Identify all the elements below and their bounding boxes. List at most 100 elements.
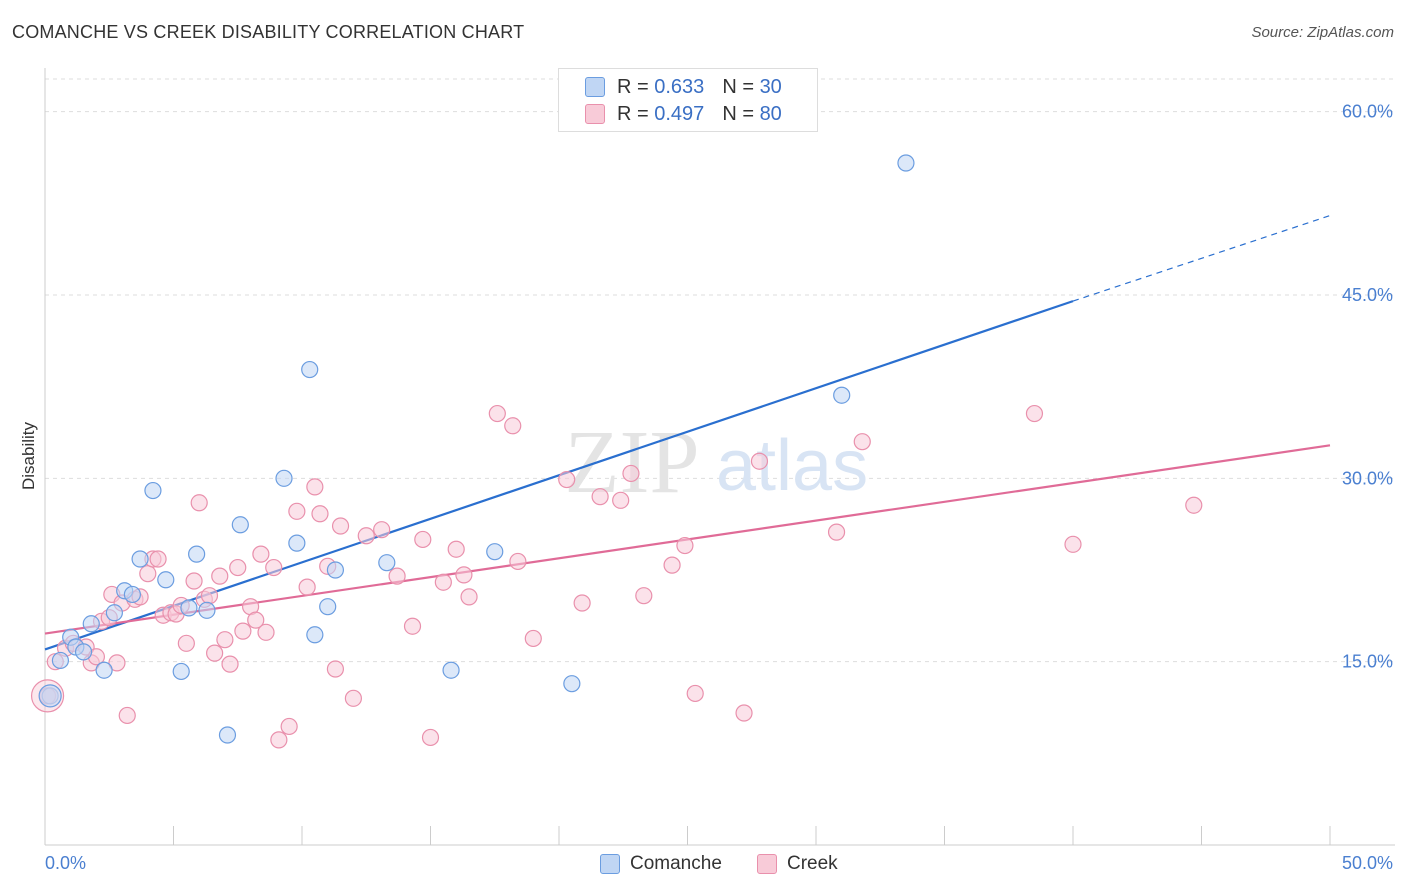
- comanche-swatch: [585, 77, 605, 97]
- creek-point: [686, 684, 704, 703]
- data-points: [30, 154, 1203, 749]
- creek-point: [108, 654, 126, 672]
- creek-point: [270, 731, 288, 749]
- creek-point: [1025, 404, 1044, 423]
- legend-n-value: 80: [759, 102, 782, 125]
- creek-point: [573, 594, 591, 612]
- creek-point: [853, 433, 871, 451]
- axes: [44, 68, 1395, 846]
- creek-point: [247, 611, 265, 629]
- creek-point: [735, 704, 753, 722]
- creek-point: [460, 588, 478, 606]
- comanche-point: [897, 154, 915, 172]
- legend-n-label: N =: [722, 75, 754, 98]
- bottom-legend-label: Comanche: [630, 853, 722, 874]
- creek-point: [447, 540, 465, 558]
- x-tick-label: 0.0%: [45, 853, 86, 873]
- y-tick-label: 45.0%: [1342, 285, 1393, 305]
- comanche-point: [288, 534, 306, 552]
- creek-point: [635, 587, 653, 605]
- creek-point: [139, 565, 157, 583]
- comanche-point: [486, 543, 504, 561]
- legend-row-comanche: R = 0.633 N = 30: [585, 74, 782, 100]
- creek-point: [229, 558, 247, 577]
- comanche-point: [442, 661, 460, 679]
- comanche-point: [301, 360, 319, 379]
- creek-point: [750, 452, 769, 470]
- comanche-point: [95, 661, 113, 679]
- creek-point: [504, 417, 522, 435]
- comanche-point-cluster: [38, 684, 62, 708]
- creek-point: [373, 521, 391, 539]
- creek-point: [221, 655, 239, 673]
- legend-r-label: R =: [617, 102, 649, 125]
- comanche-point: [326, 561, 345, 579]
- creek-point: [434, 573, 452, 591]
- comanche-point: [144, 481, 162, 500]
- legend-r-value: 0.633: [654, 75, 705, 98]
- legend-n-label: N =: [722, 102, 754, 125]
- legend: R = 0.633 N = 30 R = 0.497 N = 80: [558, 68, 818, 132]
- trend-lines: [44, 214, 1331, 651]
- legend-r-value: 0.497: [654, 102, 705, 125]
- creek-point: [265, 558, 283, 577]
- comanche-point: [306, 626, 324, 644]
- creek-point: [558, 470, 576, 489]
- comanche-point: [198, 601, 216, 619]
- tick-labels: 15.0% 30.0% 45.0% 60.0% 0.0% 50.0%: [45, 102, 1393, 873]
- legend-row-creek: R = 0.497 N = 80: [585, 101, 782, 127]
- creek-point: [331, 517, 350, 535]
- creek-point: [257, 623, 275, 641]
- creek-point: [190, 494, 208, 512]
- bottom-legend-creek: Creek: [757, 852, 838, 876]
- comanche-point: [51, 651, 70, 670]
- creek-point: [234, 622, 252, 640]
- comanche-point: [180, 599, 198, 617]
- creek-point: [311, 505, 329, 523]
- comanche-point: [105, 604, 123, 622]
- x-tick-label: 50.0%: [1342, 853, 1393, 873]
- watermark-zip: ZIP: [565, 413, 700, 512]
- bottom-legend-comanche: Comanche: [600, 852, 722, 876]
- creek-point: [403, 617, 422, 635]
- creek-point: [455, 566, 473, 584]
- comanche-point: [82, 615, 100, 633]
- creek-point: [306, 478, 324, 496]
- comanche-point: [188, 545, 206, 563]
- creek-point: [509, 552, 527, 571]
- creek-point: [663, 556, 681, 574]
- creek-point: [326, 660, 345, 678]
- creek-point: [488, 404, 506, 423]
- creek-point: [252, 545, 270, 563]
- comanche-point: [275, 469, 293, 487]
- creek-swatch: [757, 854, 777, 874]
- creek-point: [211, 567, 229, 585]
- chart-title: COMANCHE VS CREEK DISABILITY CORRELATION…: [12, 22, 525, 42]
- creek-point: [1064, 535, 1082, 553]
- comanche-point: [319, 598, 337, 616]
- comanche-point: [378, 554, 396, 572]
- comanche-point: [231, 516, 249, 534]
- y-tick-label: 60.0%: [1342, 102, 1393, 122]
- creek-point: [676, 536, 694, 555]
- creek-point: [118, 706, 136, 725]
- creek-point: [827, 523, 846, 541]
- comanche-trend-extension: [1072, 214, 1331, 302]
- creek-point: [591, 488, 609, 506]
- watermark-atlas: atlas: [716, 426, 868, 506]
- comanche-point: [218, 726, 237, 744]
- creek-point: [344, 689, 362, 707]
- legend-n-value: 30: [759, 75, 782, 98]
- bottom-legend-label: Creek: [787, 853, 838, 874]
- y-axis-label: Disability: [19, 421, 38, 490]
- creek-point: [185, 572, 203, 590]
- creek-point: [1185, 496, 1203, 514]
- creek-point: [200, 587, 219, 605]
- grid-lines: [45, 78, 1395, 663]
- comanche-point: [833, 386, 851, 404]
- creek-point: [524, 629, 542, 648]
- creek-point: [414, 530, 432, 549]
- comanche-point: [131, 550, 149, 568]
- creek-point: [206, 644, 224, 662]
